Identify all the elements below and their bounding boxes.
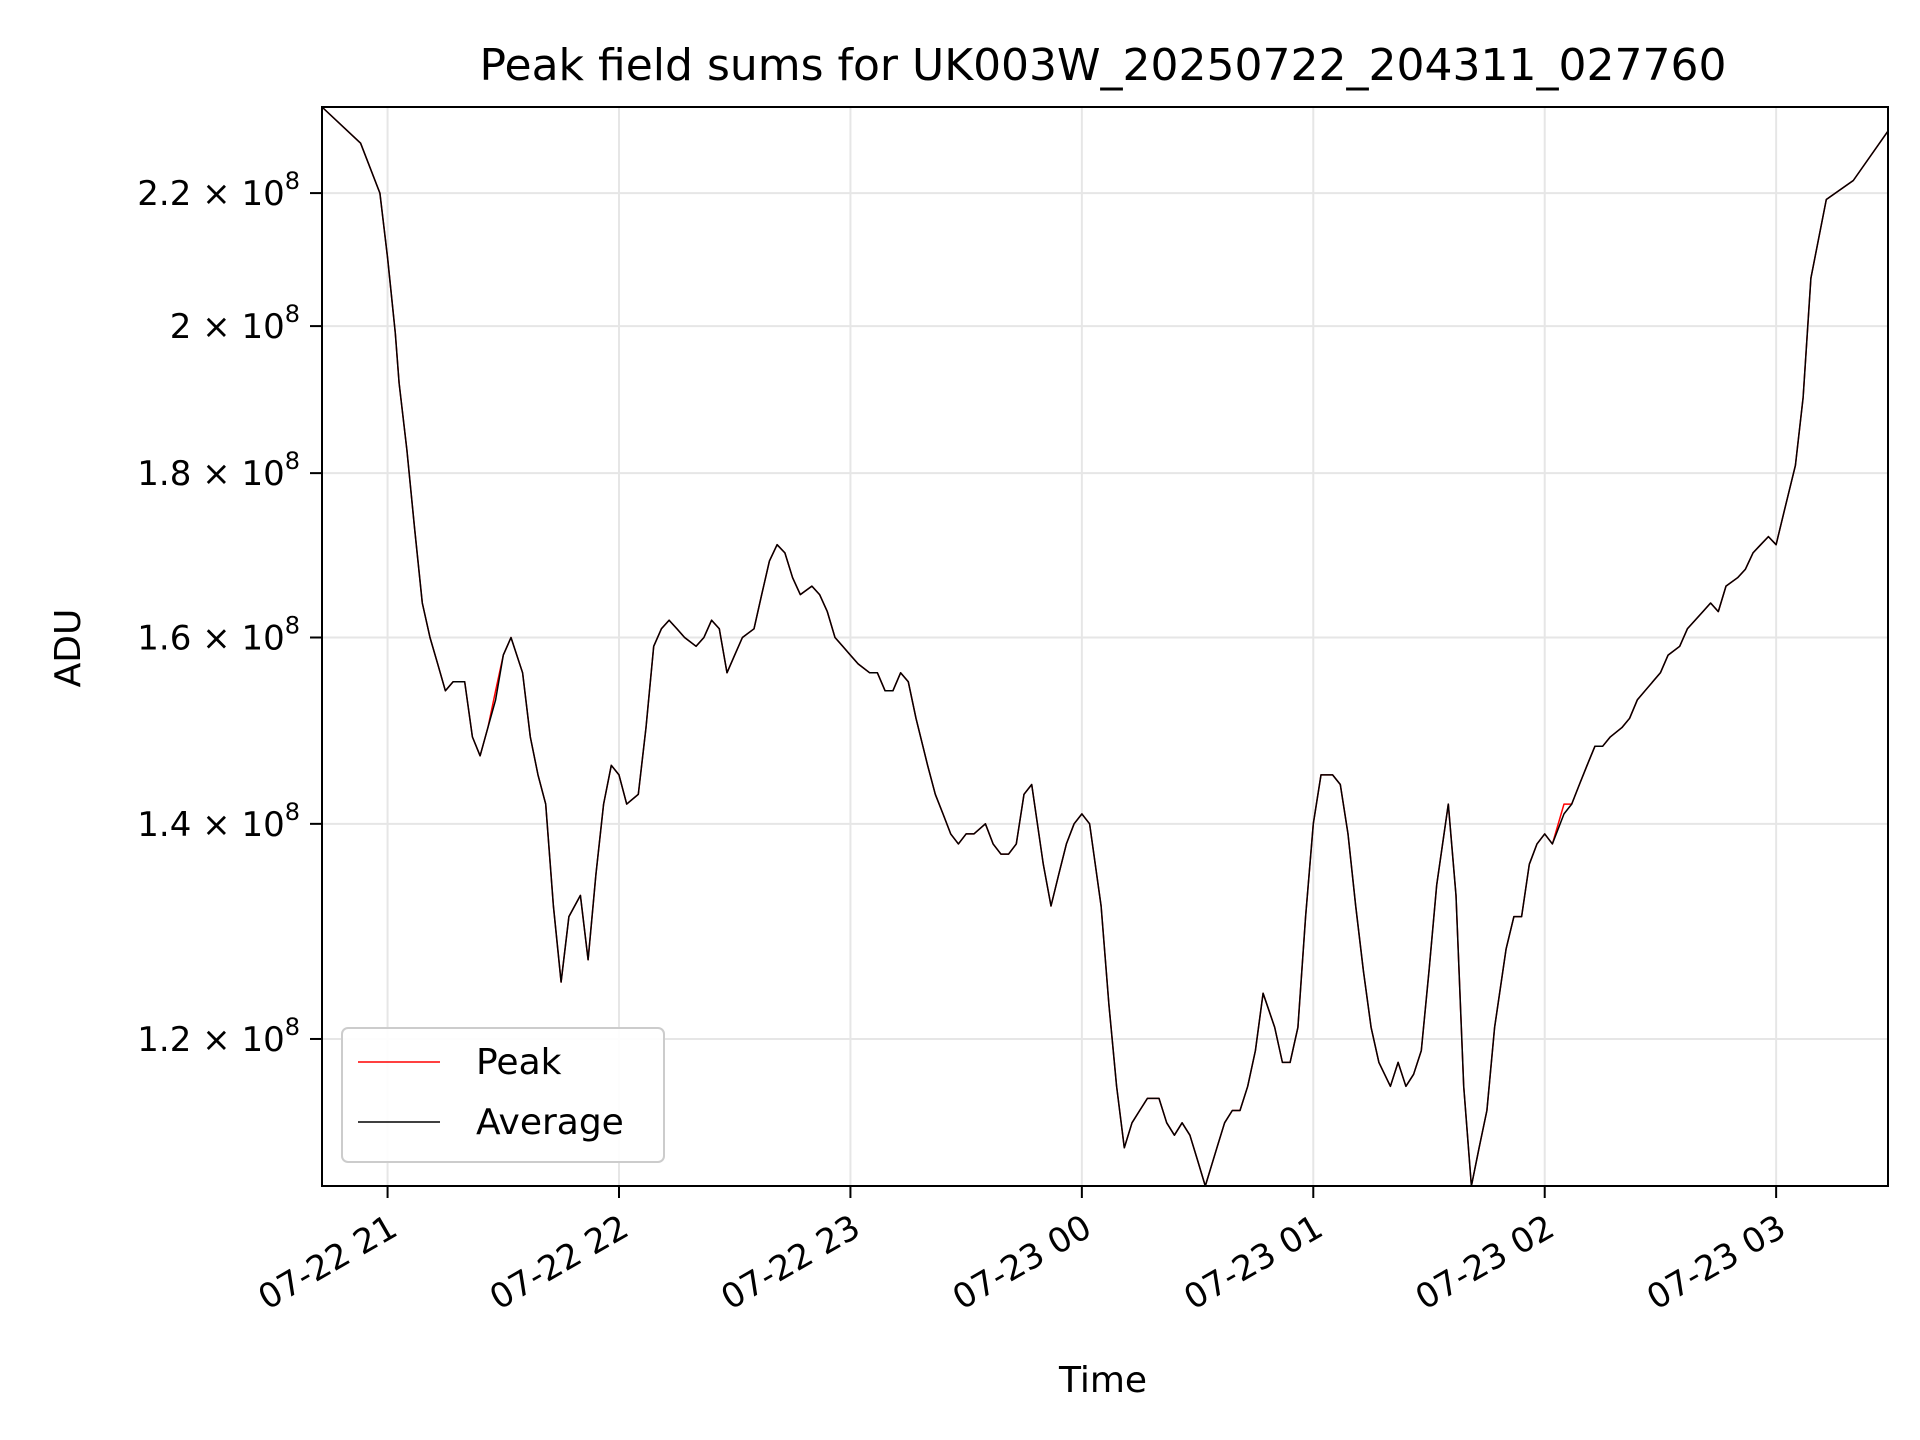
- y-tick-label: 1.6 × 108: [137, 612, 300, 659]
- y-tick-label: 1.8 × 108: [137, 447, 300, 494]
- grid: [322, 107, 1888, 1186]
- y-tick-label: 1.2 × 108: [137, 1013, 300, 1060]
- series-layer: [321, 106, 1889, 1187]
- legend-label-peak: Peak: [476, 1042, 562, 1083]
- y-axis-label: ADU: [48, 609, 89, 688]
- y-tick-label: 2.2 × 108: [137, 167, 300, 214]
- legend-label-average: Average: [476, 1102, 624, 1143]
- y-axis-ticks: 1.2 × 108 1.4 × 108 1.6 × 108 1.8 × 108 2 × …: [137, 167, 322, 1060]
- plot-frame: [321, 106, 1889, 1187]
- y-tick-label: 1.4 × 108: [137, 798, 300, 845]
- chart-title: Peak field sums for UK003W_20250722_2043…: [480, 40, 1727, 91]
- legend: Peak Average: [341, 1027, 665, 1163]
- y-tick-label: 2 × 108: [170, 300, 300, 347]
- series-line-average: [321, 106, 1889, 1187]
- x-axis-label: Time: [1058, 1360, 1147, 1401]
